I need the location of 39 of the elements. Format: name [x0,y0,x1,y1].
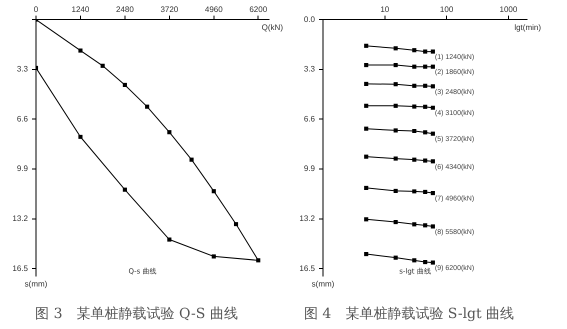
y-tick-label: 13.2 [12,214,29,224]
x-tick-label: 0 [34,5,39,14]
point [100,64,105,68]
point [78,48,83,53]
point [212,254,216,258]
y-tick-label: 13.2 [299,214,316,224]
point [190,158,194,162]
point [78,134,83,139]
point [167,237,172,242]
point [122,82,127,88]
y-tick-label: 3.3 [16,64,29,74]
y-tick-label: 9.9 [16,164,29,174]
point [212,189,216,194]
x-tick-label: 10 [380,5,390,14]
y-tick-label: 6.6 [16,114,29,124]
x-axis-title: lgt(min) [514,22,542,32]
y-axis-title: s(mm) [24,279,48,288]
point [122,188,127,192]
point [167,130,172,134]
point [145,104,150,109]
x-tick-label: 1000 [500,5,518,14]
y-axis-title: s(mm) [312,279,335,288]
x-tick-label: 2480 [116,5,134,14]
x-tick-label: 4960 [204,5,224,14]
point [234,222,238,226]
y-tick-label: 3.3 [304,64,316,74]
x-tick-label: 1240 [72,5,90,14]
y-tick-label: 0.0 [304,14,316,24]
x-axis-title: Q(kN) [262,22,284,32]
x-tick-label: 3720 [160,5,179,14]
y-tick-label: 6.6 [304,114,316,124]
text: 图 3 某单桩静载试验 Q-S 曲线 [35,306,238,322]
text: 图 4 某单桩静载试验 S-lgt 曲线 [304,306,514,322]
y-tick-label: 16.5 [299,264,316,273]
x-tick-label: 100 [440,5,454,14]
y-tick-label: 9.9 [304,164,316,174]
point [256,258,260,262]
x-tick-label: 6200 [249,5,268,14]
y-tick-label: 16.5 [12,264,29,273]
